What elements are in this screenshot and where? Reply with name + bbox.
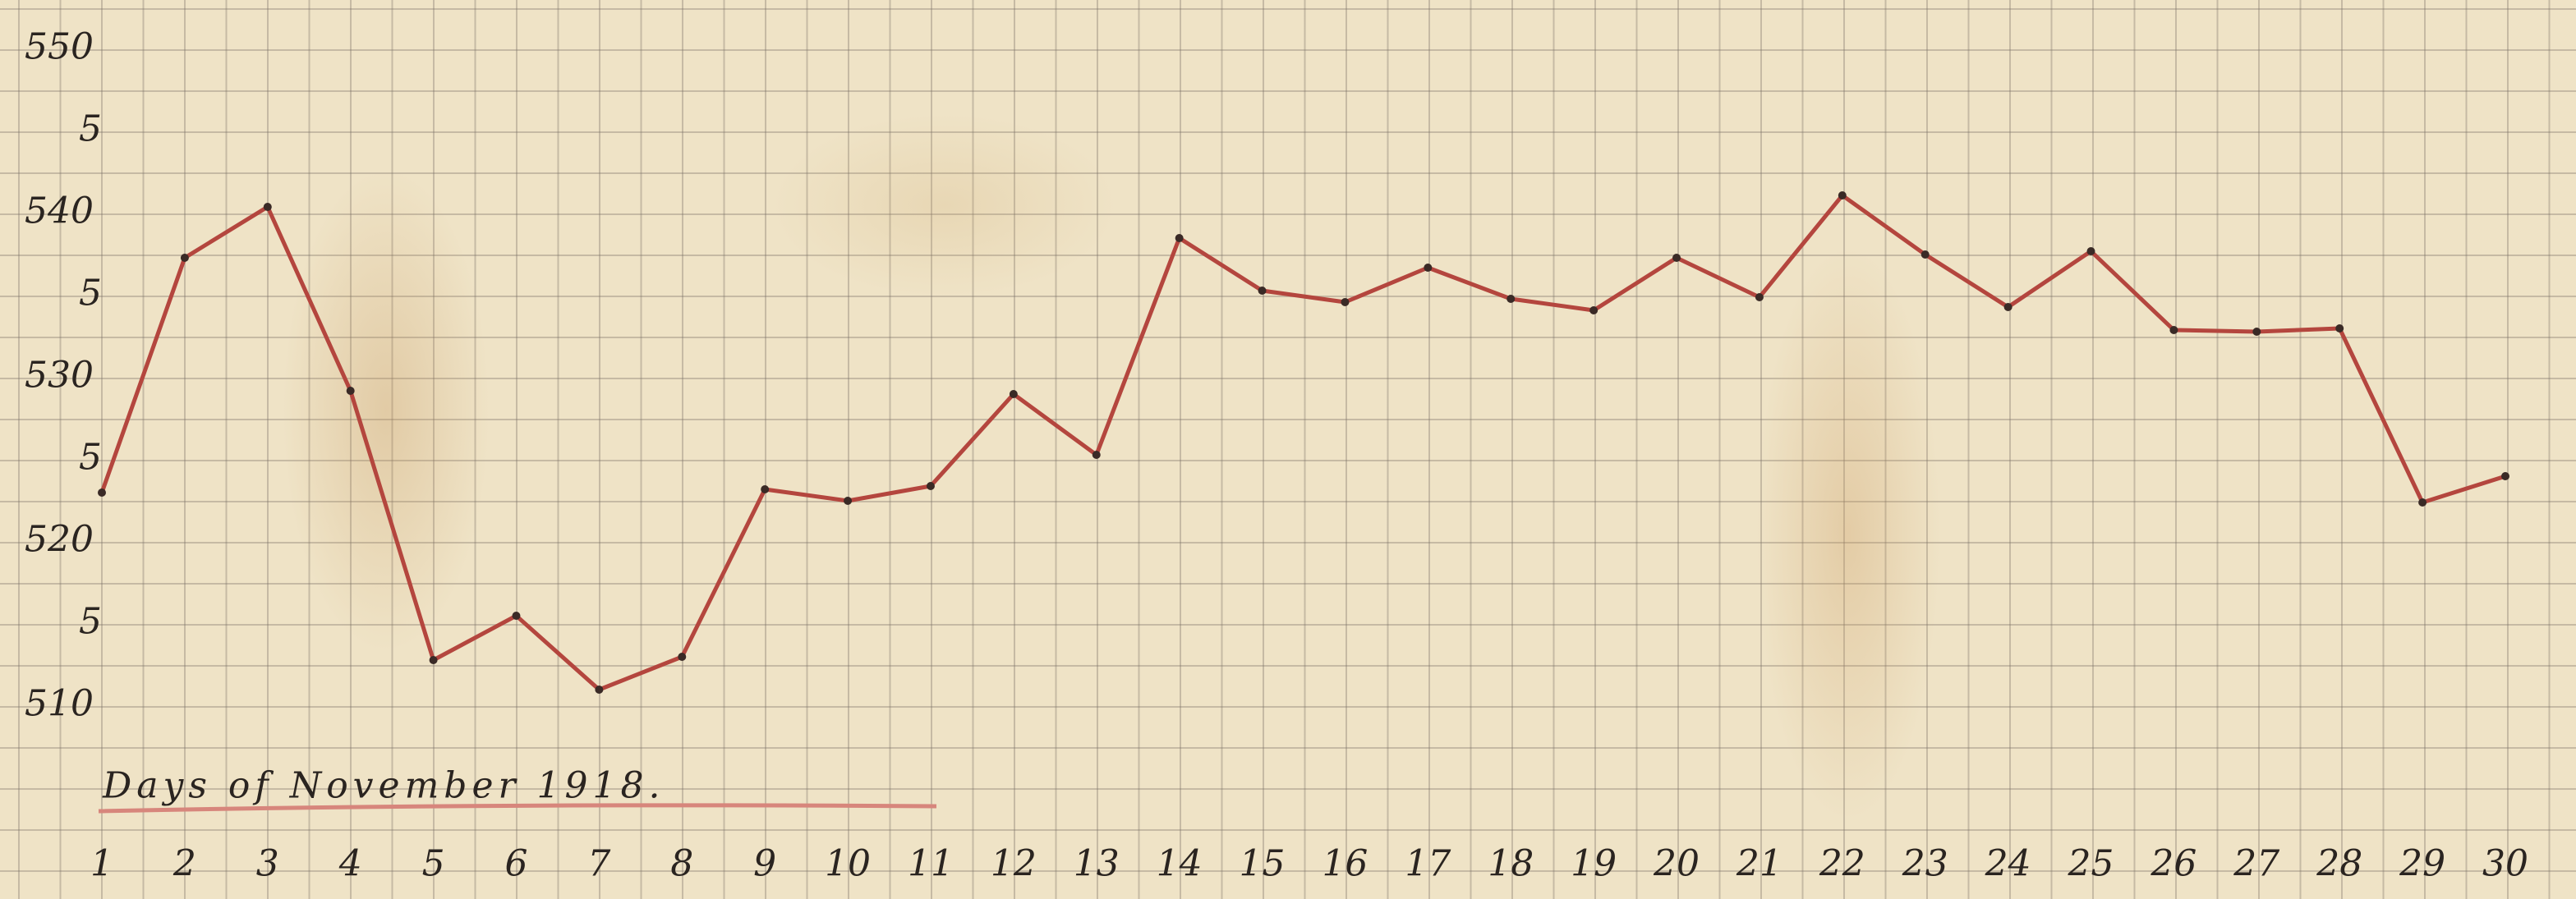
data-point	[1010, 390, 1018, 398]
x-tick-label: 30	[2482, 843, 2528, 885]
y-tick-label: 5	[79, 601, 102, 643]
x-tick-label: 23	[1902, 843, 1948, 885]
data-point	[1092, 451, 1101, 459]
data-point	[347, 387, 355, 395]
x-tick-label: 27	[2233, 843, 2279, 885]
chart-title: Days of November 1918.	[102, 765, 665, 807]
x-tick-label: 26	[2150, 843, 2196, 885]
data-point	[761, 485, 769, 493]
data-point	[181, 254, 189, 262]
data-point	[1589, 306, 1598, 314]
x-tick-label: 10	[825, 843, 871, 885]
x-tick-label: 4	[338, 843, 362, 885]
y-tick-label: 510	[25, 683, 94, 725]
x-tick-label: 25	[2068, 843, 2114, 885]
y-tick-label: 5	[79, 108, 102, 150]
data-point	[1506, 295, 1515, 303]
y-tick-label: 550	[25, 26, 94, 68]
x-tick-label: 9	[753, 843, 776, 885]
data-point	[430, 656, 438, 664]
x-tick-label: 22	[1819, 843, 1865, 885]
data-point	[678, 653, 686, 661]
data-point	[2169, 326, 2178, 334]
y-tick-label: 520	[25, 519, 94, 561]
y-tick-label: 530	[25, 355, 94, 397]
data-point	[1258, 287, 1267, 295]
data-point	[595, 686, 603, 694]
x-tick-label: 20	[1653, 843, 1700, 885]
x-tick-label: 21	[1736, 843, 1782, 885]
data-point	[1424, 264, 1432, 272]
x-tick-label: 2	[172, 843, 196, 885]
data-point	[1672, 254, 1681, 262]
chart: Days of November 1918. 51055205530554055…	[0, 0, 2576, 899]
y-tick-label: 540	[25, 190, 94, 232]
y-tick-label: 5	[79, 437, 102, 479]
y-tick-label: 5	[79, 273, 102, 314]
data-point	[1921, 250, 1930, 259]
series-line	[102, 195, 2505, 690]
x-tick-label: 29	[2399, 843, 2445, 885]
x-tick-label: 13	[1074, 843, 1120, 885]
x-tick-label: 16	[1322, 843, 1368, 885]
data-point	[2087, 247, 2095, 255]
data-point	[1341, 298, 1349, 306]
data-point	[927, 482, 935, 490]
x-tick-label: 12	[991, 843, 1037, 885]
data-point	[844, 497, 852, 505]
data-point	[2335, 324, 2344, 333]
x-tick-label: 24	[1985, 843, 2031, 885]
data-point	[98, 488, 106, 497]
data-point	[264, 203, 272, 211]
x-tick-label: 19	[1571, 843, 1617, 885]
data-point	[2501, 472, 2509, 480]
x-tick-label: 14	[1157, 843, 1203, 885]
x-tick-label: 15	[1240, 843, 1286, 885]
x-tick-label: 11	[908, 843, 954, 885]
data-point	[1175, 234, 1184, 242]
page: {"chart_data": {"type": "line", "title":…	[0, 0, 2576, 899]
x-tick-label: 17	[1405, 843, 1451, 885]
data-point	[2418, 498, 2426, 507]
x-tick-label: 18	[1488, 843, 1534, 885]
x-tick-label: 28	[2316, 843, 2362, 885]
x-tick-label: 8	[670, 843, 693, 885]
x-tick-label: 7	[587, 843, 610, 885]
data-point	[2004, 303, 2012, 311]
x-tick-label: 1	[90, 843, 113, 885]
x-tick-label: 3	[256, 843, 279, 885]
data-point	[512, 612, 520, 620]
x-tick-label: 5	[422, 843, 445, 885]
x-tick-label: 6	[504, 843, 527, 885]
data-point	[2252, 328, 2261, 336]
data-point	[1838, 191, 1847, 200]
data-point	[1755, 293, 1764, 301]
